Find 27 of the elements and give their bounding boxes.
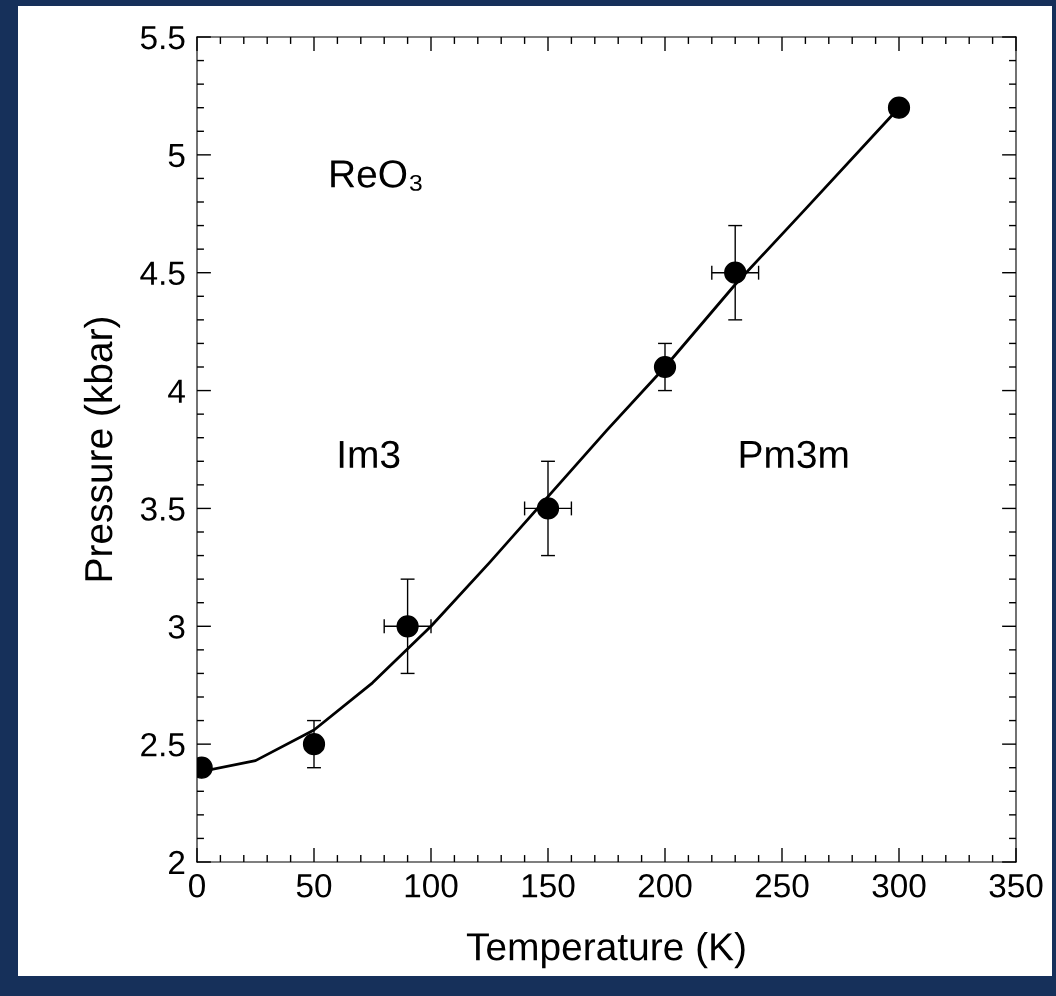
x-tick-label: 0: [189, 873, 205, 898]
y-axis-title: Pressure (kbar): [83, 317, 121, 581]
point: [536, 497, 560, 520]
y-tick-label: 5.5: [140, 26, 185, 50]
x-axis-title: Temperature (K): [466, 931, 745, 969]
x-tick-label: 100: [405, 873, 458, 898]
point: [887, 96, 911, 119]
point: [396, 615, 419, 638]
x-tick-label: 350: [989, 873, 1043, 898]
annotation: Pm3m: [740, 440, 848, 469]
point: [724, 261, 747, 284]
y-tick-label: 3.5: [140, 497, 185, 521]
x-tick-label: 250: [755, 873, 809, 898]
x-tick-label: 50: [296, 873, 332, 898]
y-tick-label: 4.5: [140, 261, 185, 286]
y-tick-label: 3: [168, 615, 185, 639]
x-tick-label: 200: [638, 873, 692, 898]
annotation: Im3: [339, 440, 400, 469]
y-tick-label: 5: [168, 144, 185, 168]
y-tick-label: 2.5: [141, 732, 185, 757]
point: [302, 733, 326, 756]
x-tick-label: 150: [522, 873, 575, 898]
y-tick-label: 2: [169, 850, 185, 875]
point: [653, 355, 677, 379]
x-tick-label: 300: [872, 873, 926, 898]
annotation: ReO₃: [331, 160, 422, 191]
y-tick-label: 4: [168, 379, 185, 403]
